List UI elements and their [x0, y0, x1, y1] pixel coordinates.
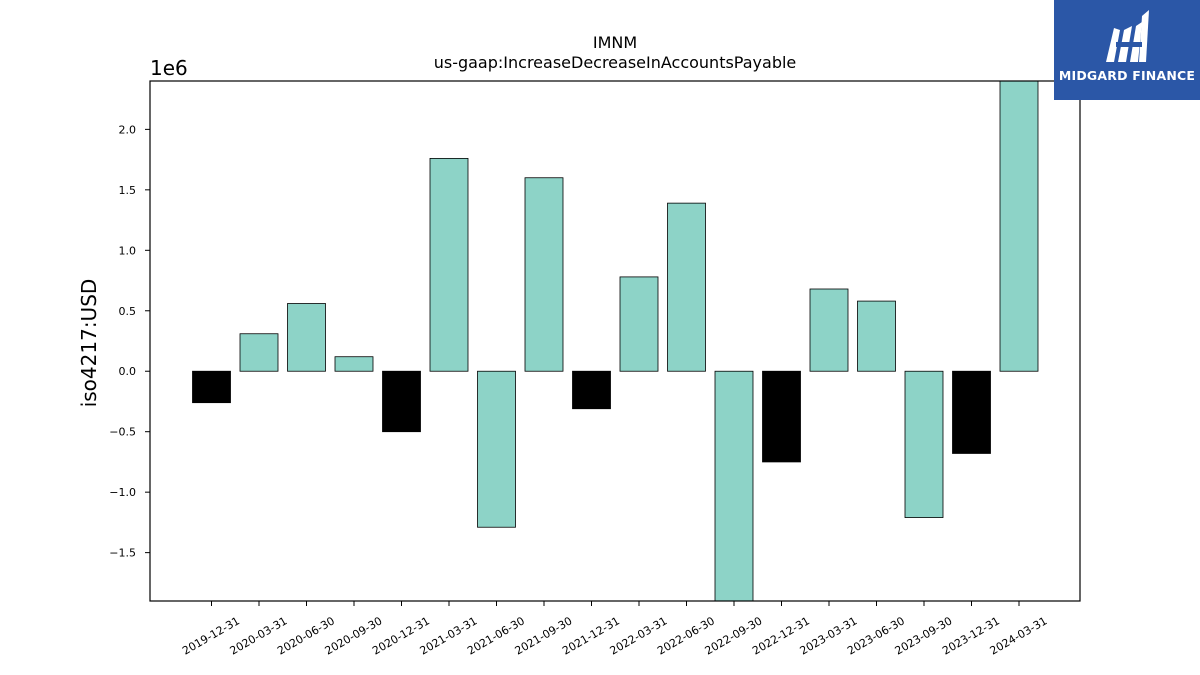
y-ticks-group: −1.5 −1.0 −0.5 0.0 0.5 1.0 1.5 2.0 [109, 123, 150, 560]
bar-2022-12-31 [762, 370, 801, 463]
bar-2022-09-30 [714, 370, 754, 602]
y-tick-label: 1.5 [119, 184, 137, 197]
chart-subtitle: us-gaap:IncreaseDecreaseInAccountsPayabl… [434, 53, 797, 72]
chart-title: IMNM [593, 33, 637, 52]
bar-2021-12-31 [572, 370, 611, 410]
y-tick-label: −1.0 [109, 486, 136, 499]
bar-2023-03-31 [809, 288, 849, 372]
bar-2021-09-30 [524, 177, 564, 372]
bar-2020-09-30 [334, 356, 374, 372]
y-tick-label: 0.5 [119, 305, 137, 318]
bar-2020-12-31 [382, 370, 421, 433]
bar-2023-12-31 [952, 370, 991, 454]
plot-frame [149, 80, 1081, 602]
y-scale-label: 1e6 [150, 56, 188, 80]
midgard-finance-logo-icon [1106, 10, 1149, 62]
bar-2020-06-30 [287, 303, 326, 372]
midgard-finance-logo: MIDGARD FINANCE [1054, 0, 1200, 100]
y-tick-label: 1.0 [119, 244, 137, 257]
bar-2020-03-31 [239, 333, 279, 372]
bar-2019-12-31 [192, 370, 231, 404]
y-tick-label: 2.0 [119, 123, 137, 136]
bar-2022-03-31 [619, 276, 659, 372]
y-tick-label: 0.0 [119, 365, 137, 378]
x-ticks-group: 2019-12-312020-03-312020-06-302020-09-30… [180, 601, 1050, 658]
bar-2024-03-31 [999, 80, 1039, 372]
bars-group [192, 80, 1039, 602]
y-tick-label: −1.5 [109, 547, 136, 560]
y-tick-label: −0.5 [109, 426, 136, 439]
bar-2023-09-30 [904, 370, 944, 518]
bar-2021-06-30 [477, 370, 516, 528]
y-axis-label: iso4217:USD [77, 279, 101, 408]
brand-name: MIDGARD FINANCE [1058, 68, 1196, 83]
bar-2022-06-30 [667, 202, 706, 372]
bar-2023-06-30 [857, 300, 896, 372]
bar-2021-03-31 [429, 157, 469, 372]
